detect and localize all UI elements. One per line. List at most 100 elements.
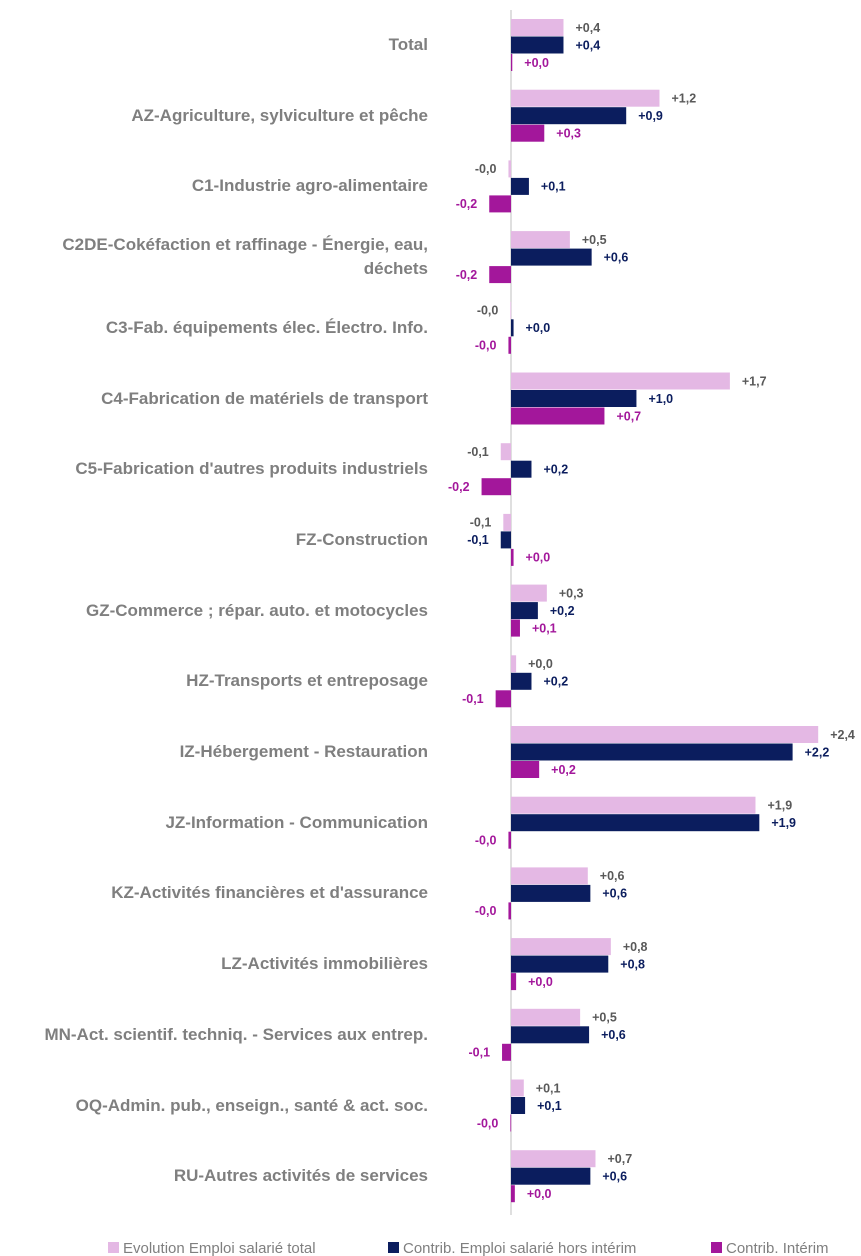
category-text: Total bbox=[388, 35, 428, 54]
bar bbox=[511, 1097, 526, 1114]
category-label: MN-Act. scientif. techniq. - Services au… bbox=[0, 1005, 428, 1065]
bar bbox=[511, 390, 637, 407]
bar bbox=[511, 319, 514, 337]
bar bbox=[511, 884, 591, 902]
value-label: +0,6 bbox=[602, 887, 627, 901]
bar bbox=[511, 1185, 515, 1203]
bar bbox=[500, 531, 511, 549]
value-label: +1,2 bbox=[671, 91, 696, 105]
category-text: LZ-Activités immobilières bbox=[221, 954, 428, 974]
category-text: C4-Fabrication de matériels de transport bbox=[101, 388, 428, 408]
bar bbox=[511, 938, 611, 956]
bar bbox=[511, 407, 605, 425]
bar bbox=[511, 1008, 581, 1026]
category-label: RU-Autres activités de services bbox=[0, 1146, 428, 1206]
bar bbox=[503, 513, 511, 531]
bar bbox=[508, 160, 511, 178]
value-label: +0,6 bbox=[602, 1169, 627, 1183]
bar bbox=[511, 107, 627, 125]
value-label: +1,9 bbox=[767, 798, 792, 812]
value-label: +0,0 bbox=[528, 975, 553, 989]
category-text: KZ-Activités financières et d'assurance bbox=[111, 883, 428, 903]
bar bbox=[511, 54, 513, 71]
category-label: C2DE-Cokéfaction et raffinage - Énergie,… bbox=[0, 227, 428, 287]
bar bbox=[489, 266, 511, 284]
bar bbox=[511, 743, 793, 761]
value-label: +0,2 bbox=[543, 462, 568, 476]
bar bbox=[500, 443, 511, 461]
value-label: -0,0 bbox=[475, 162, 497, 176]
value-label: +0,6 bbox=[600, 869, 625, 883]
value-label: +0,7 bbox=[607, 1152, 632, 1166]
category-text: C2DE-Cokéfaction et raffinage - Énergie,… bbox=[62, 235, 428, 279]
category-text: RU-Autres activités de services bbox=[173, 1166, 428, 1186]
category-text: IZ-Hébergement - Restauration bbox=[179, 742, 428, 761]
value-label: +0,2 bbox=[543, 675, 568, 689]
legend-swatch bbox=[711, 1242, 722, 1253]
category-text: AZ-Agriculture, sylviculture et pêche bbox=[131, 105, 428, 125]
value-label: +0,5 bbox=[592, 1011, 617, 1025]
bar bbox=[511, 124, 545, 142]
value-label: +1,7 bbox=[742, 374, 767, 388]
bar bbox=[511, 584, 547, 602]
bar bbox=[508, 336, 511, 354]
category-label: C3-Fab. équipements élec. Électro. Info. bbox=[0, 298, 428, 358]
value-label: +0,5 bbox=[582, 233, 607, 247]
bar bbox=[511, 19, 564, 36]
value-label: +2,4 bbox=[830, 728, 855, 742]
bar bbox=[511, 248, 592, 266]
bar bbox=[511, 372, 730, 390]
value-label: +0,7 bbox=[616, 409, 641, 423]
bar bbox=[489, 195, 511, 213]
value-label: +0,3 bbox=[556, 126, 581, 140]
value-label: -0,0 bbox=[477, 304, 499, 318]
category-text: C1-Industrie agro-alimentaire bbox=[191, 176, 428, 196]
value-label: -0,1 bbox=[467, 533, 489, 547]
legend-swatch bbox=[388, 1242, 399, 1253]
category-text: MN-Act. scientif. techniq. - Services au… bbox=[44, 1024, 428, 1044]
value-label: +0,4 bbox=[575, 21, 600, 35]
bar bbox=[511, 1079, 524, 1097]
value-label: +0,1 bbox=[532, 621, 557, 635]
category-label: GZ-Commerce ; répar. auto. et motocycles bbox=[0, 581, 428, 641]
bar bbox=[511, 460, 532, 478]
value-label: +0,6 bbox=[604, 250, 629, 264]
bar bbox=[511, 548, 514, 566]
bar bbox=[511, 1167, 591, 1185]
value-label: +1,9 bbox=[771, 816, 796, 830]
bar bbox=[510, 301, 512, 319]
category-text: HZ-Transports et entreposage bbox=[186, 671, 428, 691]
bar bbox=[511, 36, 564, 54]
value-label: +0,1 bbox=[541, 180, 566, 194]
category-label: HZ-Transports et entreposage bbox=[0, 651, 428, 711]
bar bbox=[511, 655, 517, 673]
bar bbox=[508, 831, 511, 849]
category-label: LZ-Activités immobilières bbox=[0, 934, 428, 994]
bar bbox=[511, 955, 609, 973]
value-label: -0,0 bbox=[475, 904, 497, 918]
value-label: +0,9 bbox=[638, 109, 663, 123]
bar bbox=[481, 478, 511, 496]
value-label: +0,2 bbox=[551, 763, 576, 777]
bar bbox=[511, 672, 532, 690]
category-label: IZ-Hébergement - Restauration bbox=[0, 722, 428, 782]
category-label: C4-Fabrication de matériels de transport bbox=[0, 369, 428, 429]
bar bbox=[511, 814, 760, 832]
legend-swatch bbox=[108, 1242, 119, 1253]
category-label: JZ-Information - Communication bbox=[0, 793, 428, 853]
legend-label: Contrib. Intérim bbox=[726, 1240, 829, 1256]
value-label: +0,4 bbox=[575, 38, 600, 52]
bar bbox=[511, 602, 538, 620]
bar bbox=[502, 1043, 511, 1061]
bar bbox=[511, 726, 819, 743]
value-label: -0,1 bbox=[462, 692, 484, 706]
value-label: -0,2 bbox=[448, 480, 470, 494]
bar bbox=[511, 867, 588, 885]
bar bbox=[511, 1026, 590, 1044]
bar bbox=[510, 1114, 512, 1132]
value-label: -0,1 bbox=[470, 516, 492, 530]
category-text: FZ-Construction bbox=[295, 529, 428, 549]
category-label: AZ-Agriculture, sylviculture et pêche bbox=[0, 86, 428, 146]
category-label: OQ-Admin. pub., enseign., santé & act. s… bbox=[0, 1076, 428, 1136]
value-label: -0,0 bbox=[477, 1116, 499, 1130]
